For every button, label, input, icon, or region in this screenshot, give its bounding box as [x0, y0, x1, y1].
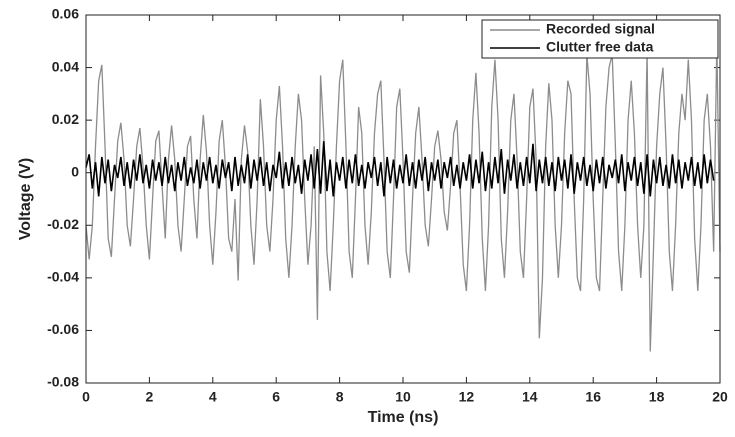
x-tick-label: 18: [649, 389, 665, 405]
x-tick-label: 12: [459, 389, 475, 405]
x-axis-label: Time (ns): [368, 409, 439, 426]
legend-label: Clutter free data: [546, 39, 654, 55]
y-tick-label: -0.02: [47, 216, 79, 232]
y-tick-label: -0.08: [47, 374, 79, 390]
y-tick-label: -0.06: [47, 321, 79, 337]
legend-label: Recorded signal: [546, 21, 655, 37]
legend-box: [481, 19, 719, 59]
x-tick-label: 0: [82, 389, 90, 405]
x-tick-label: 10: [395, 389, 411, 405]
plot-frame: [85, 14, 721, 384]
x-tick-label: 4: [209, 389, 217, 405]
y-tick-label: -0.04: [47, 269, 79, 285]
x-tick-label: 8: [336, 389, 344, 405]
x-tick-label: 14: [522, 389, 538, 405]
x-tick-label: 16: [585, 389, 601, 405]
series-line: [85, 41, 721, 352]
y-tick-label: 0: [71, 163, 79, 179]
x-tick-label: 6: [272, 389, 280, 405]
y-axis-label: Voltage (V): [17, 158, 34, 240]
y-tick-label: 0.06: [52, 6, 79, 22]
x-tick-label: 20: [712, 389, 728, 405]
series-line: [85, 141, 715, 197]
y-tick-label: 0.02: [52, 111, 79, 127]
x-tick-label: 2: [146, 389, 154, 405]
y-tick-label: 0.04: [52, 58, 79, 74]
